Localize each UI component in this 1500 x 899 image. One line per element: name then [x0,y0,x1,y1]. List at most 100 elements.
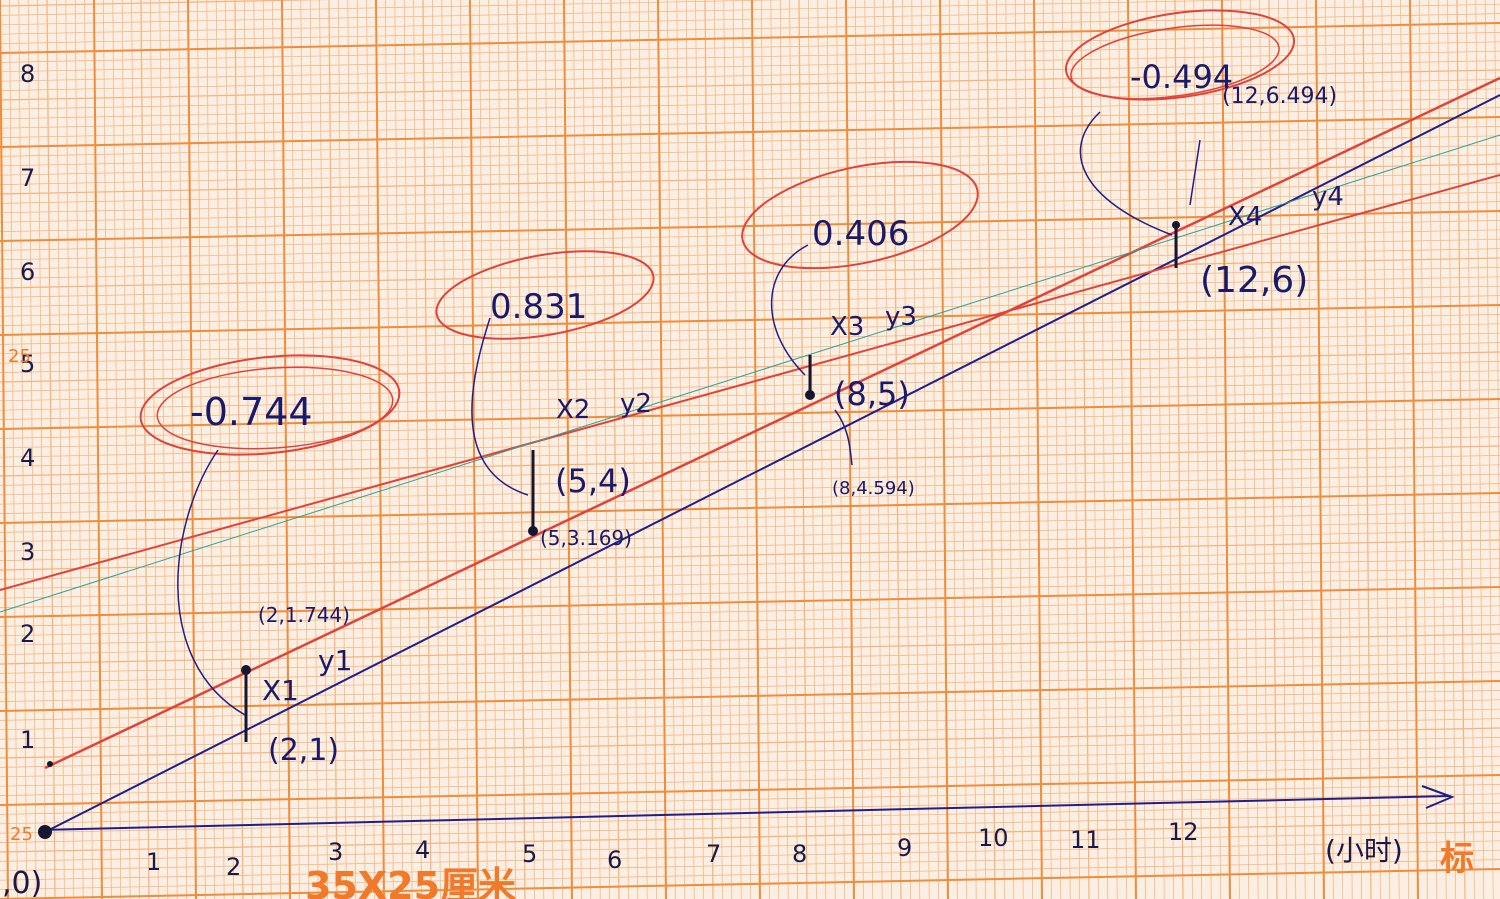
minor-gridline-horizontal [0,831,1500,862]
minor-gridline-vertical [1447,0,1456,899]
major-gridline-vertical [93,0,103,899]
y-tick-7: 7 [20,164,35,192]
minor-gridline-vertical [46,0,56,899]
point-dot-3 [805,390,815,400]
minor-gridline-horizontal [0,389,1500,420]
major-gridline-horizontal [0,492,1500,524]
minor-gridline-horizontal [0,370,1500,402]
arrow-curve-1 [177,449,246,716]
x-tick-11: 11 [1070,826,1101,854]
minor-gridline-horizontal [0,821,1500,853]
major-gridline-horizontal [0,586,1500,618]
minor-gridline-horizontal [0,107,1500,138]
minor-gridline-vertical [1193,0,1203,899]
minor-gridline-horizontal [0,408,1500,439]
minor-gridline-vertical [1090,0,1099,899]
fit-point-label-4: (12,6.494) [1222,84,1337,109]
minor-gridline-horizontal [0,737,1500,768]
major-gridline-horizontal [0,398,1500,430]
minor-gridline-horizontal [0,41,1500,73]
minor-gridline-vertical [986,0,996,899]
minor-gridline-vertical [150,0,159,899]
minor-gridline-vertical [873,0,883,899]
point-label-1: (2,1) [268,733,339,768]
minor-gridline-vertical [1043,0,1052,899]
minor-gridline-vertical [967,0,977,899]
minor-gridline-horizontal [0,144,1500,176]
arrow-curve-3b [834,409,853,466]
point-dot-1 [241,665,251,675]
minor-gridline-horizontal [0,276,1500,308]
minor-gridline-horizontal [0,464,1500,496]
major-gridline-vertical [1127,0,1137,899]
minor-gridline-horizontal [0,220,1500,251]
major-gridline-vertical [375,0,385,899]
minor-gridline-horizontal [0,793,1500,825]
minor-gridline-vertical [347,0,357,899]
arrow-curve-2 [471,317,529,496]
minor-gridline-horizontal [0,812,1500,843]
minor-gridline-vertical [620,0,629,899]
minor-gridline-horizontal [0,567,1500,599]
y-axis-tick-labels: 1 2 3 4 5 6 7 8 [20,60,35,754]
minor-gridline-vertical [996,0,1005,899]
arrow-curve-3 [770,244,809,376]
minor-gridline-vertical [56,0,65,899]
minor-gridline-horizontal [0,549,1500,580]
minor-gridline-horizontal [0,173,1500,204]
minor-gridline-horizontal [0,126,1500,157]
minor-gridline-horizontal [0,32,1500,63]
minor-gridline-vertical [1118,0,1127,899]
minor-gridline-vertical [732,0,742,899]
var-label-x3: X3 [830,312,864,342]
minor-gridline-vertical [573,0,582,899]
minor-gridline-vertical [1080,0,1090,899]
minor-gridline-horizontal [0,483,1500,514]
minor-gridline-vertical [121,0,131,899]
minor-gridline-horizontal [0,60,1500,91]
minor-gridline-vertical [18,0,28,899]
minor-gridline-vertical [234,0,244,899]
minor-gridline-horizontal [0,13,1500,44]
minor-gridline-vertical [140,0,150,899]
minor-gridline-vertical [1287,0,1297,899]
minor-gridline-vertical [131,0,140,899]
minor-gridline-vertical [1155,0,1165,899]
major-gridline-horizontal [0,116,1500,148]
minor-gridline-vertical [704,0,714,899]
arrow-line-4 [1189,139,1201,206]
minor-gridline-vertical [723,0,733,899]
y-tick-4: 4 [20,444,35,472]
minor-gridline-vertical [685,0,695,899]
minor-gridline-vertical [1240,0,1250,899]
residual-value-2: 0.831 [490,287,587,327]
y-tick-8: 8 [20,60,35,88]
x-tick-9: 9 [897,834,912,862]
minor-gridline-horizontal [0,784,1500,815]
major-gridline-vertical [1409,0,1419,899]
minor-gridline-vertical [526,0,535,899]
major-gridline-vertical [469,0,479,899]
minor-gridline-vertical [27,0,37,899]
minor-gridline-horizontal [0,97,1500,129]
minor-gridline-horizontal [0,539,1500,571]
minor-gridline-horizontal [0,699,1500,731]
paper-corner-label: 标 [1440,839,1474,879]
major-gridline-vertical [751,0,761,899]
minor-gridline-horizontal [0,633,1500,665]
paper-size-label: 35X25厘米 [305,864,516,899]
minor-gridline-horizontal [0,765,1500,796]
major-gridline-vertical [1315,0,1325,899]
var-label-x2: X2 [556,395,590,425]
minor-gridline-vertical [535,0,545,899]
minor-gridline-horizontal [0,596,1500,627]
minor-gridline-horizontal [0,154,1500,185]
minor-gridline-vertical [1419,0,1428,899]
minor-gridline-vertical [84,0,93,899]
minor-gridline-horizontal [0,267,1500,298]
green-line [0,134,1500,613]
minor-gridline-horizontal [0,0,331,7]
minor-gridline-vertical [206,0,216,899]
